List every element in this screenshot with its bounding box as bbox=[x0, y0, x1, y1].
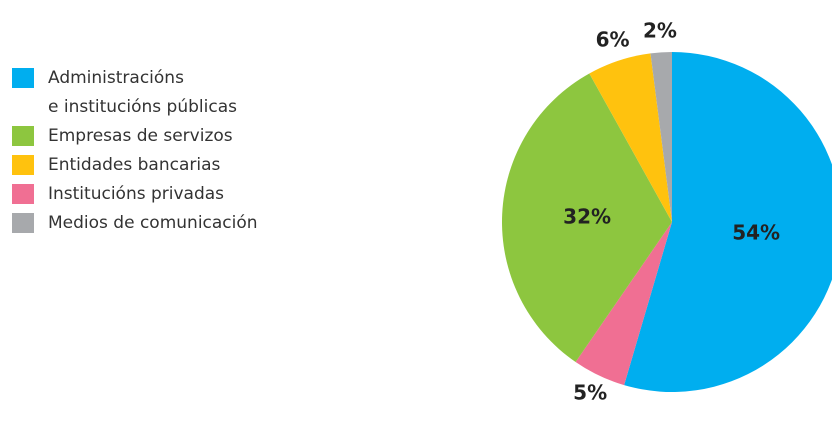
legend-label: Empresas de servizos bbox=[48, 126, 233, 146]
legend-label: Institucións privadas bbox=[48, 184, 225, 204]
pie-slice bbox=[575, 222, 672, 386]
legend-swatch bbox=[12, 155, 34, 175]
slice-label: 2% bbox=[643, 18, 677, 42]
slice-label: 54% bbox=[732, 221, 780, 245]
slice-label: 6% bbox=[596, 28, 630, 52]
legend-swatch bbox=[12, 213, 34, 233]
legend-swatch bbox=[12, 126, 34, 146]
legend-swatch bbox=[12, 68, 34, 88]
legend-item: Entidades bancarias bbox=[12, 151, 258, 180]
pie-slice bbox=[501, 73, 672, 363]
legend-item: Institucións privadas bbox=[12, 180, 258, 209]
legend: Administracións e institucións públicas E… bbox=[12, 64, 258, 238]
pie-slice bbox=[589, 53, 672, 223]
pie-slice bbox=[650, 52, 672, 222]
slice-label: 32% bbox=[563, 204, 611, 228]
legend-label: Entidades bancarias bbox=[48, 155, 221, 175]
legend-label: Medios de comunicación bbox=[48, 213, 258, 233]
legend-swatch bbox=[12, 184, 34, 204]
legend-item: Medios de comunicación bbox=[12, 209, 258, 238]
slice-label: 5% bbox=[573, 380, 607, 404]
legend-item: Empresas de servizos bbox=[12, 122, 258, 151]
legend-label: Administracións e institucións públicas bbox=[48, 68, 237, 117]
legend-item: Administracións e institucións públicas bbox=[12, 64, 258, 122]
pie-slice bbox=[624, 52, 832, 392]
